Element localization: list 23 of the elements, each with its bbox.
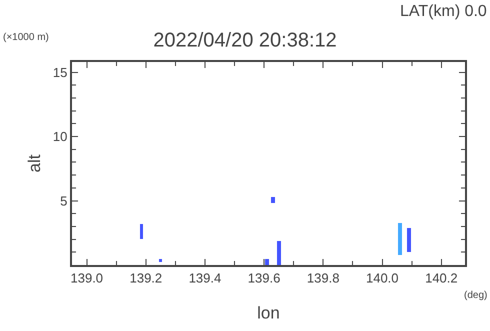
x-tick-label: 140.0 bbox=[366, 270, 399, 286]
y-tick-label: 15 bbox=[52, 64, 68, 80]
chart-title: 2022/04/20 20:38:12 bbox=[153, 30, 337, 52]
text: LAT(km) 0.0 bbox=[400, 3, 487, 20]
x-tick-label: 139.8 bbox=[306, 270, 340, 286]
x-tick-label: 139.6 bbox=[248, 270, 280, 286]
x-tick-label: 139.0 bbox=[70, 270, 104, 286]
x-tick-label: 139.2 bbox=[130, 270, 162, 286]
x-axis-title: lon bbox=[257, 304, 280, 322]
y-tick-label: 10 bbox=[52, 129, 68, 144]
bar bbox=[271, 197, 275, 203]
text: (deg) bbox=[464, 290, 488, 301]
y-tick-label: 5 bbox=[60, 193, 68, 208]
bar bbox=[277, 241, 281, 265]
bar bbox=[140, 224, 143, 239]
bar bbox=[159, 259, 162, 262]
bar bbox=[265, 259, 269, 265]
text: (×1000 m) bbox=[3, 32, 49, 43]
bar bbox=[407, 228, 411, 252]
x-tick-label: 139.4 bbox=[188, 270, 222, 286]
bar bbox=[398, 223, 402, 255]
x-tick-label: 140.2 bbox=[425, 270, 458, 286]
y-axis-title: alt bbox=[24, 154, 44, 172]
